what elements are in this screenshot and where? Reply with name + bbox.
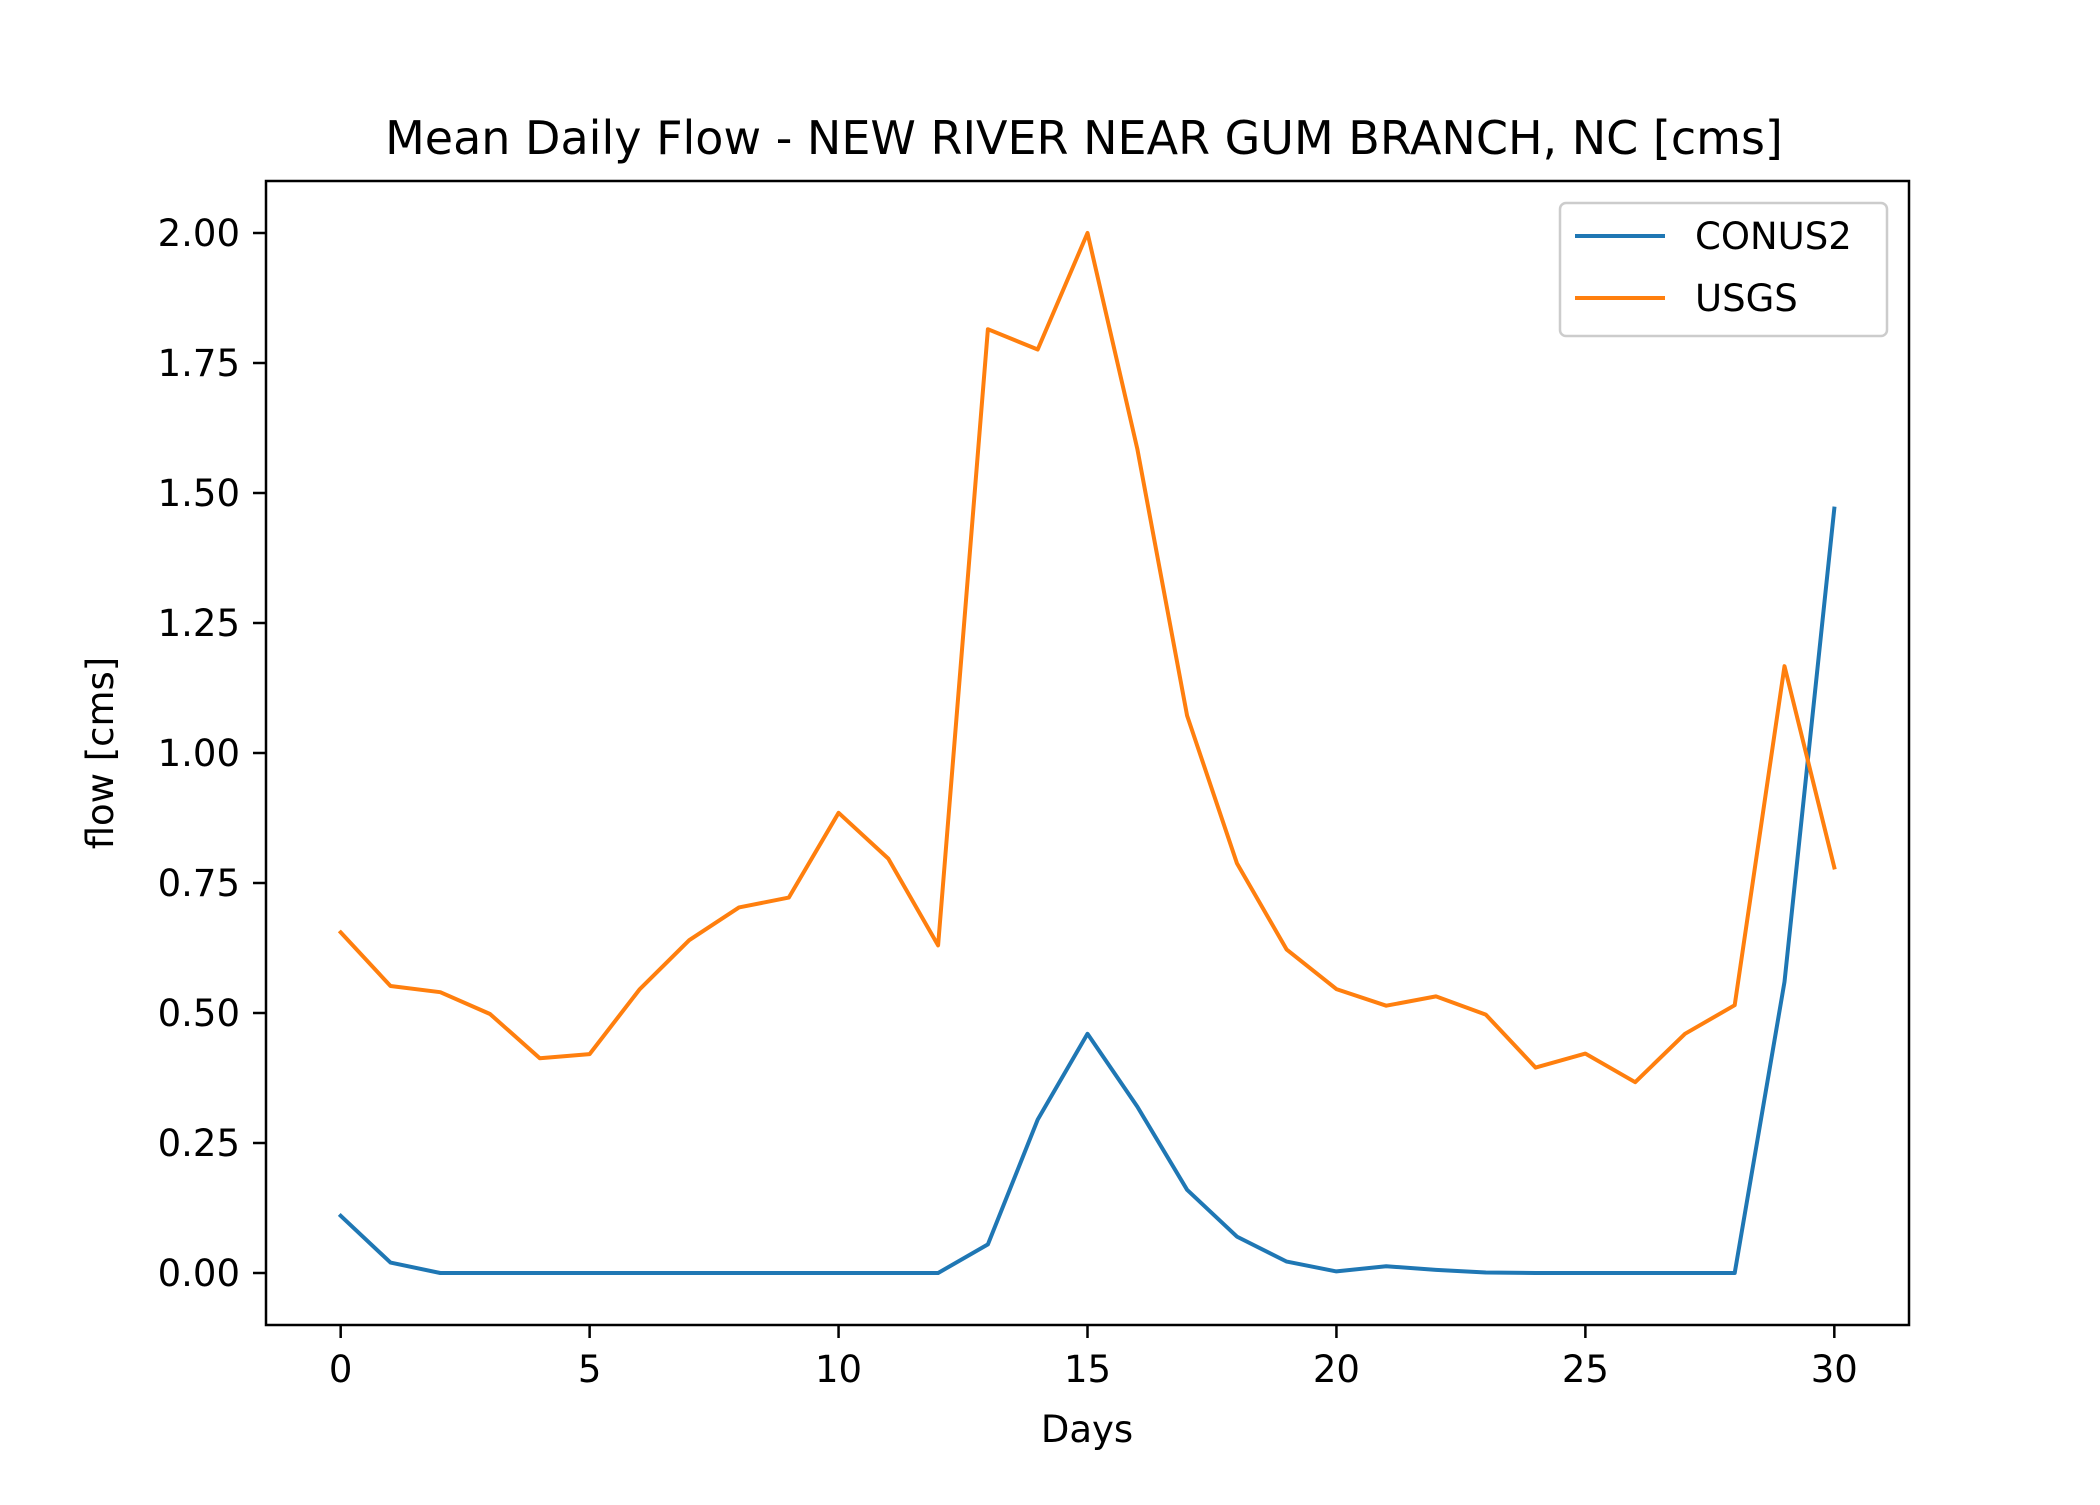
y-tick-label: 0.00 — [158, 1252, 240, 1295]
x-tick-label: 25 — [1562, 1348, 1609, 1391]
y-axis-label: flow [cms] — [79, 657, 122, 850]
x-axis: 0 5 10 15 20 25 30 — [329, 1325, 1858, 1391]
y-tick-label: 1.00 — [158, 732, 240, 775]
y-tick-label: 1.75 — [158, 342, 240, 385]
series-line-usgs — [337, 231, 1837, 1085]
x-tick-label: 5 — [578, 1348, 602, 1391]
legend-label-conus2: CONUS2 — [1695, 215, 1852, 258]
x-tick-label: 0 — [329, 1348, 353, 1391]
y-tick-label: 2.00 — [158, 212, 240, 255]
x-axis-label: Days — [1041, 1408, 1133, 1451]
y-tick-label: 0.75 — [158, 862, 240, 905]
y-tick-label: 1.25 — [158, 602, 240, 645]
x-tick-label: 15 — [1064, 1348, 1111, 1391]
y-tick-label: 0.25 — [158, 1122, 240, 1165]
y-axis: 0.00 0.25 0.50 0.75 1.00 1.25 1.50 1.75 2.00 — [158, 212, 266, 1295]
series-layer — [337, 231, 1837, 1275]
x-tick-label: 10 — [815, 1348, 862, 1391]
legend-label-usgs: USGS — [1695, 277, 1798, 320]
x-tick-label: 30 — [1811, 1348, 1858, 1391]
y-tick-label: 0.50 — [158, 992, 240, 1035]
y-tick-label: 1.50 — [158, 472, 240, 515]
legend: CONUS2 USGS — [1558, 201, 1889, 338]
legend-entries: CONUS2 USGS — [1575, 215, 1852, 320]
series-line-conus2 — [337, 506, 1837, 1275]
x-tick-label: 20 — [1313, 1348, 1360, 1391]
chart-title: Mean Daily Flow - NEW RIVER NEAR GUM BRA… — [385, 111, 1783, 165]
